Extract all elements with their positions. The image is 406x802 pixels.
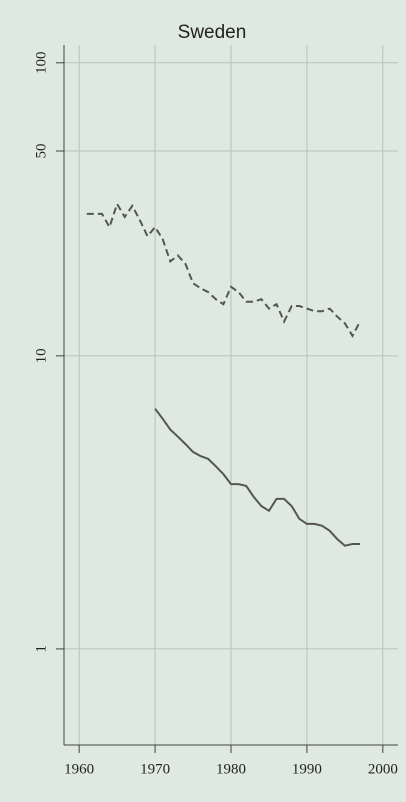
- x-tick-label: 2000: [368, 761, 398, 777]
- y-tick-label: 50: [33, 144, 49, 159]
- y-tick-label: 10: [33, 348, 49, 363]
- line: [154, 408, 360, 547]
- y-tick-label: 100: [33, 52, 49, 74]
- line: [86, 201, 361, 338]
- x-tick-label: 1980: [216, 761, 246, 777]
- y-tick-label: 1: [33, 645, 49, 653]
- x-tick-label: 1970: [140, 761, 170, 777]
- x-tick-label: 1990: [292, 761, 322, 777]
- x-tick-label: 1960: [64, 761, 94, 777]
- chart-title: Sweden: [178, 22, 247, 43]
